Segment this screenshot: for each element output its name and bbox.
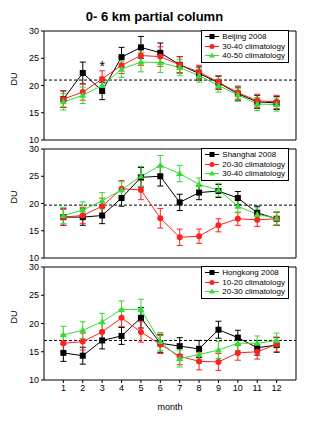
- svg-text:30: 30: [29, 26, 39, 36]
- svg-text:DU: DU: [9, 191, 19, 204]
- svg-text:DU: DU: [9, 311, 19, 324]
- svg-text:30: 30: [29, 144, 39, 154]
- svg-text:7: 7: [177, 383, 182, 393]
- svg-text:20: 20: [29, 81, 39, 91]
- html-text:20-30 climatology: 20-30 climatology: [222, 287, 285, 296]
- svg-text:10: 10: [29, 135, 39, 144]
- svg-text:25: 25: [29, 290, 39, 300]
- svg-text:15: 15: [29, 347, 39, 357]
- html-text:Hongkong 2008: Hongkong 2008: [222, 268, 279, 277]
- html-text:Shanghai 2008: Shanghai 2008: [222, 150, 277, 159]
- html-text:40-50 climatology: 40-50 climatology: [222, 51, 285, 60]
- svg-text:10: 10: [233, 383, 243, 393]
- svg-text:10: 10: [29, 375, 39, 385]
- svg-text:20: 20: [29, 319, 39, 329]
- svg-text:1: 1: [61, 383, 66, 393]
- svg-text:6: 6: [158, 383, 163, 393]
- html-text:20-30 climatology: 20-30 climatology: [222, 159, 285, 169]
- svg-text:25: 25: [29, 53, 39, 63]
- svg-text:12: 12: [272, 383, 282, 393]
- svg-text:month: month: [157, 402, 182, 412]
- svg-text:15: 15: [29, 226, 39, 236]
- svg-text:*: *: [99, 58, 105, 74]
- html-text:30-40 climatology: 30-40 climatology: [222, 169, 285, 178]
- svg-text:15: 15: [29, 108, 39, 118]
- svg-text:10: 10: [29, 253, 39, 262]
- svg-text:5: 5: [138, 383, 143, 393]
- svg-text:20: 20: [29, 199, 39, 209]
- html-text:30-40 climatology: 30-40 climatology: [222, 41, 285, 51]
- svg-text:8: 8: [197, 383, 202, 393]
- svg-text:30: 30: [29, 262, 39, 272]
- svg-text:9: 9: [216, 383, 221, 393]
- svg-text:3: 3: [100, 383, 105, 393]
- html-text:Beijing 2008: Beijing 2008: [222, 32, 267, 41]
- svg-text:2: 2: [80, 383, 85, 393]
- svg-text:25: 25: [29, 171, 39, 181]
- html-text:0- 6 km partial column: 0- 6 km partial column: [85, 9, 224, 24]
- svg-text:4: 4: [119, 383, 124, 393]
- svg-text:11: 11: [253, 383, 262, 393]
- svg-text:DU: DU: [9, 73, 19, 86]
- html-text:10-20 climatology: 10-20 climatology: [222, 277, 285, 287]
